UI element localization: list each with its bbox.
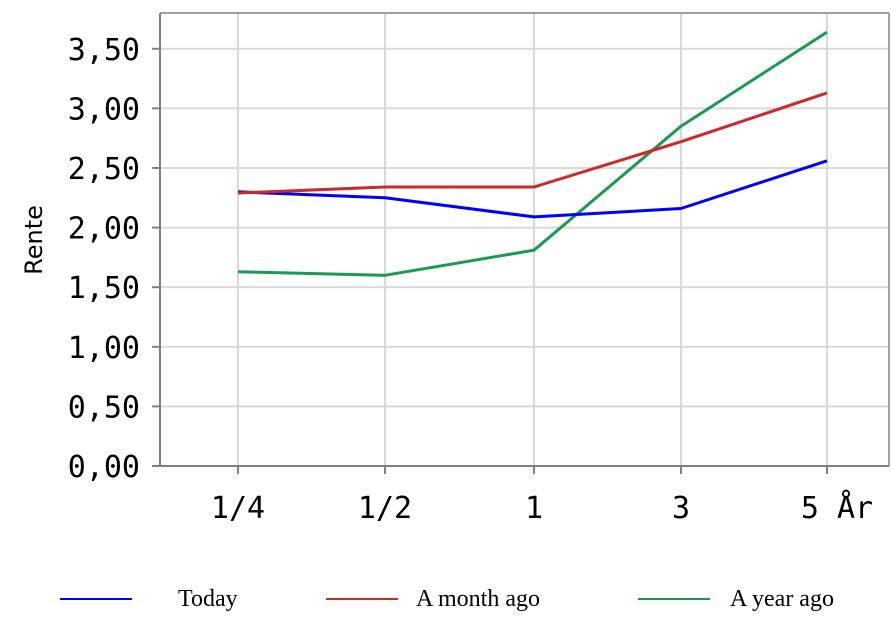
legend-swatch [326, 598, 398, 600]
series-line-3 [237, 30, 828, 277]
y-tick-label: 0,00 [68, 450, 140, 485]
y-tick-label: 3,50 [68, 33, 140, 68]
series-lines [237, 30, 828, 277]
x-tick-label: 3 [672, 491, 690, 526]
y-axis-label: Rente [20, 205, 48, 275]
legend-item-month-ago: A month ago [326, 586, 586, 624]
x-tick-label: 1/4 [211, 491, 265, 526]
y-tick-label: 1,50 [68, 271, 140, 306]
grid-lines [160, 13, 889, 466]
y-tick-label: 2,00 [68, 212, 140, 247]
legend-label: Today [178, 586, 238, 612]
y-tick-label: 1,00 [68, 331, 140, 366]
y-tick-label: 3,00 [68, 92, 140, 127]
series-line-1 [237, 159, 828, 219]
x-tick-label: 1 [525, 491, 543, 526]
legend-item-year-ago: A year ago [638, 586, 888, 624]
x-tick-label: 1/2 [358, 491, 412, 526]
y-tick-label: 0,50 [68, 390, 140, 425]
x-tick-labels: 1/4 1/2 1 3 5 År [211, 490, 873, 526]
legend-label: A month ago [416, 586, 540, 612]
y-tick-label: 2,50 [68, 152, 140, 187]
y-tick-labels: 0,00 0,50 1,00 1,50 2,00 2,50 3,00 3,50 [68, 33, 140, 485]
legend-item-today: Today [60, 586, 260, 624]
x-tick-label: 5 År [801, 490, 873, 526]
legend-swatch [638, 598, 710, 600]
legend-label: A year ago [730, 586, 834, 612]
axes [152, 12, 890, 474]
series-line-2 [237, 91, 828, 195]
legend-swatch [60, 598, 132, 600]
